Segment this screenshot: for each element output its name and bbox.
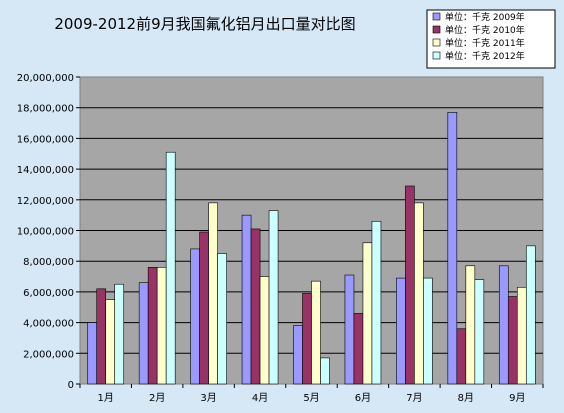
bar — [320, 357, 330, 385]
legend-swatch — [432, 51, 441, 60]
bar — [87, 322, 98, 385]
x-tick-label: 1月 — [98, 392, 114, 404]
bar — [465, 265, 476, 385]
x-tick-label: 3月 — [200, 392, 216, 404]
bar — [190, 248, 200, 385]
bar — [353, 313, 364, 385]
x-tick-label: 9月 — [509, 392, 525, 404]
bar — [114, 283, 125, 385]
bar — [371, 220, 382, 385]
chart-title: 2009-2012前9月我国氟化铝月出口量对比图 — [54, 15, 355, 33]
x-axis-ticks: 1月 2月 3月 4月 5月 6月 7月 8月 9月 — [79, 384, 544, 404]
x-tick-label: 8月 — [458, 392, 474, 404]
y-tick-label: 18,000,000 — [17, 104, 74, 115]
bar — [302, 293, 312, 385]
y-tick-label: 6,000,000 — [23, 288, 74, 299]
bar — [456, 328, 467, 385]
bar — [396, 277, 406, 385]
y-tick-label: 12,000,000 — [17, 196, 74, 207]
legend-swatch — [432, 12, 441, 21]
bar — [447, 112, 458, 385]
legend-label: 单位：千克 2010年 — [445, 24, 525, 36]
bar — [259, 276, 270, 385]
bar — [199, 231, 209, 385]
bar — [507, 296, 518, 385]
bar — [423, 277, 433, 385]
x-tick-label: 2月 — [149, 392, 165, 404]
bar — [268, 210, 279, 385]
bar — [241, 214, 252, 385]
y-tick-label: 14,000,000 — [17, 165, 74, 176]
bar — [414, 202, 424, 385]
bar — [516, 286, 527, 385]
y-tick-label: 8,000,000 — [23, 257, 74, 268]
legend-label: 单位：千克 2009年 — [445, 11, 525, 23]
x-tick-label: 6月 — [355, 392, 371, 404]
bar — [165, 151, 176, 385]
bar — [250, 228, 261, 385]
y-tick-label: 16,000,000 — [17, 134, 74, 145]
bar — [96, 288, 107, 385]
legend-box — [426, 9, 556, 69]
bar — [293, 325, 303, 385]
bar — [525, 245, 536, 385]
y-tick-label: 10,000,000 — [17, 227, 74, 238]
legend-label: 单位：千克 2011年 — [445, 37, 525, 49]
x-tick-label: 5月 — [303, 392, 319, 404]
legend-swatch — [432, 25, 441, 34]
bar — [498, 265, 509, 385]
bar — [344, 274, 355, 385]
y-tick-label: 4,000,000 — [23, 319, 74, 330]
bar — [474, 279, 485, 385]
y-tick-label: 2,000,000 — [23, 349, 74, 360]
bar — [147, 267, 158, 385]
bar — [208, 202, 218, 385]
x-tick-label: 4月 — [252, 392, 268, 404]
legend-swatch — [432, 38, 441, 47]
bar — [105, 299, 116, 385]
bars — [87, 112, 536, 385]
y-axis-ticks: 0 2,000,000 4,000,000 6,000,000 8,000,000 10,… — [17, 73, 80, 391]
bar — [217, 253, 227, 385]
legend-label: 单位：千克 2012年 — [445, 50, 525, 62]
bar — [311, 280, 321, 385]
bar — [405, 185, 415, 385]
y-tick-label: 20,000,000 — [17, 73, 74, 84]
x-tick-label: 7月 — [406, 392, 422, 404]
bar — [138, 282, 149, 385]
y-tick-label: 0 — [68, 380, 74, 391]
bar — [156, 267, 167, 385]
bar — [362, 242, 373, 385]
